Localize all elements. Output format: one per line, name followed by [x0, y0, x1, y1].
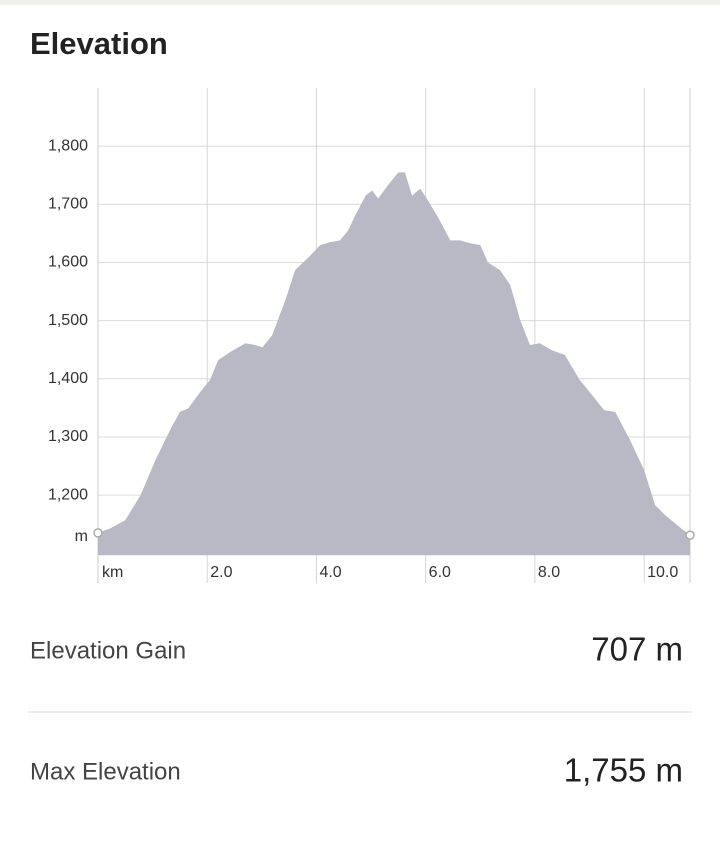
x-tick-label: 6.0 — [429, 564, 451, 581]
stat-label: Elevation Gain — [30, 637, 186, 664]
stat-value: 707 m — [591, 631, 683, 668]
y-tick-label: 1,200 — [48, 486, 88, 503]
x-tick-label: 8.0 — [538, 564, 560, 581]
x-tick-label: 4.0 — [319, 564, 341, 581]
y-axis-unit: m — [75, 528, 88, 545]
y-tick-label: 1,300 — [48, 428, 88, 445]
end-point — [685, 530, 695, 540]
x-tick-label: 10.0 — [647, 564, 678, 581]
y-tick-label: 1,600 — [48, 254, 88, 271]
elevation-area — [98, 172, 690, 555]
stat-label: Max Elevation — [30, 758, 181, 785]
y-tick-label: 1,800 — [48, 137, 88, 154]
y-tick-label: 1,700 — [48, 196, 88, 213]
chart: 1,200 1,300 1,400 1,500 1,600 1,700 1,800 2.0 4.… — [48, 88, 695, 583]
y-tick-label: 1,500 — [48, 312, 88, 329]
top-strip — [0, 0, 720, 5]
y-tick-label: 1,400 — [48, 370, 88, 387]
x-axis-unit: km — [102, 564, 123, 581]
x-tick-label: 2.0 — [210, 564, 232, 581]
title: Elevation — [30, 26, 168, 61]
stat-value: 1,755 m — [564, 752, 683, 789]
end-point — [93, 528, 103, 538]
